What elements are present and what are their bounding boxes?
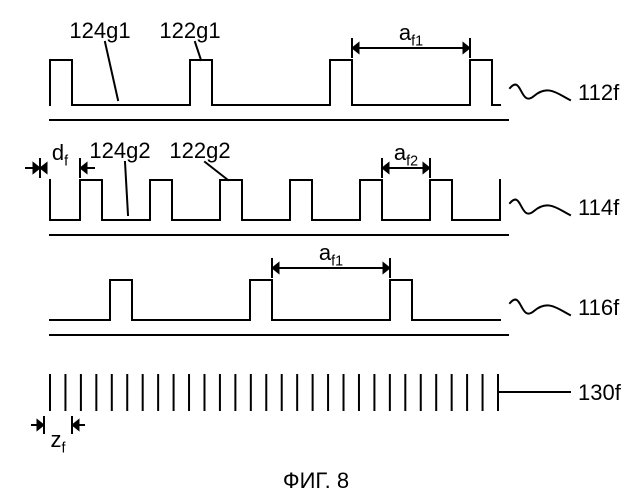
figure-8-diagram: af1 af2 af1 df 124g1 122g1 124g2 122g2 112f 114f 1… bbox=[0, 0, 632, 500]
svg-text:116f: 116f bbox=[578, 295, 620, 320]
svg-text:122g1: 122g1 bbox=[159, 18, 220, 43]
svg-text:af2: af2 bbox=[394, 140, 418, 170]
svg-text:ФИГ. 8: ФИГ. 8 bbox=[283, 468, 349, 493]
svg-text:114f: 114f bbox=[578, 195, 620, 220]
svg-text:124g1: 124g1 bbox=[69, 18, 130, 43]
svg-text:124g2: 124g2 bbox=[89, 138, 150, 163]
svg-text:112f: 112f bbox=[578, 80, 620, 105]
diagram-svg: af1 af2 af1 df 124g1 122g1 124g2 122g2 112f 114f 1… bbox=[0, 0, 632, 500]
svg-text:130f: 130f bbox=[578, 380, 622, 405]
svg-text:122g2: 122g2 bbox=[169, 138, 230, 163]
svg-text:af1: af1 bbox=[399, 20, 423, 50]
svg-text:zf: zf bbox=[51, 427, 66, 457]
svg-text:df: df bbox=[52, 140, 68, 170]
svg-text:af1: af1 bbox=[319, 240, 343, 270]
